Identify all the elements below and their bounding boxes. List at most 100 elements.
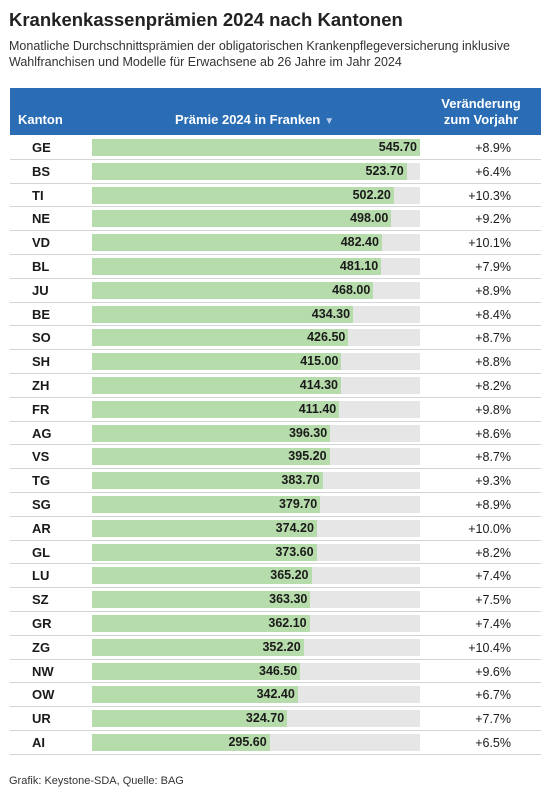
- bar-track: 383.70: [92, 472, 420, 490]
- bar-value-label: 396.30: [288, 425, 328, 440]
- bar-value-label: 374.20: [275, 520, 314, 535]
- header-praemie[interactable]: Prämie 2024 in Franken ▼: [175, 112, 334, 130]
- bar-track: 411.40: [92, 400, 420, 418]
- bar-value-label: 415.00: [300, 354, 339, 369]
- kanton-label: AG: [32, 425, 52, 441]
- bar-value-label: 481.10: [339, 258, 379, 273]
- change-value: +9.6%: [475, 664, 511, 679]
- bar: 374.20: [92, 519, 317, 537]
- bar: 414.30: [92, 376, 342, 394]
- kanton-label: AI: [32, 734, 45, 750]
- bar-value-label: 468.00: [332, 282, 371, 297]
- change-value: +8.6%: [475, 426, 511, 441]
- bar-value-label: 295.60: [228, 734, 267, 749]
- change-value: +8.7%: [475, 450, 511, 465]
- bar: 415.00: [92, 353, 342, 371]
- change-value: +7.4%: [475, 616, 511, 631]
- kanton-label: ZH: [32, 377, 50, 393]
- bar-value-label: 373.60: [275, 544, 314, 559]
- bar-value-label: 502.20: [352, 187, 391, 202]
- table-row: SH 415.00 +8.8%: [10, 350, 541, 374]
- table-row: UR 324.70 +7.7%: [10, 707, 541, 731]
- table-row: BE 434.30 +8.4%: [10, 303, 541, 327]
- table-row: GR 362.10 +7.4%: [10, 612, 541, 636]
- bar: 502.20: [92, 186, 394, 204]
- kanton-label: NW: [32, 663, 54, 679]
- chart-title: Krankenkassenprämien 2024 nach Kantonen: [9, 9, 403, 30]
- bar: 352.20: [92, 638, 304, 656]
- bar: 411.40: [92, 400, 340, 418]
- kanton-label: AR: [32, 520, 51, 536]
- bar-value-label: 411.40: [298, 401, 337, 416]
- kanton-label: LU: [32, 568, 50, 584]
- change-value: +8.9%: [475, 141, 511, 155]
- table-row: OW 342.40 +6.7%: [10, 683, 541, 708]
- bar: 373.60: [92, 543, 317, 561]
- kanton-label: BS: [32, 163, 51, 179]
- bar-track: 346.50: [92, 662, 420, 680]
- change-value: +7.9%: [475, 259, 511, 274]
- bar-value-label: 426.50: [307, 330, 346, 345]
- header-change-line1: Veränderung: [441, 96, 521, 111]
- kanton-label: BL: [32, 258, 50, 274]
- bar-value-label: 523.70: [365, 163, 404, 178]
- table-row: LU 365.20 +7.4%: [10, 564, 541, 589]
- change-value: +10.1%: [468, 236, 511, 251]
- bar-track: 481.10: [92, 257, 420, 275]
- bar: 523.70: [92, 162, 407, 180]
- change-value: +9.3%: [475, 474, 511, 489]
- bar-track: 342.40: [92, 686, 420, 704]
- bar-value-label: 414.30: [299, 377, 339, 392]
- sort-down-icon[interactable]: ▼: [324, 116, 335, 127]
- table-row: BL 481.10 +7.9%: [10, 255, 541, 279]
- bar-track: 396.30: [92, 424, 420, 442]
- header-kanton[interactable]: Kanton: [18, 112, 63, 127]
- kanton-label: GL: [32, 544, 51, 560]
- table-row: NW 346.50 +9.6%: [10, 660, 541, 684]
- bar-value-label: 498.00: [350, 211, 389, 226]
- bar-track: 545.70: [92, 139, 420, 156]
- change-value: +8.7%: [475, 331, 511, 346]
- source-note: Grafik: Keystone-SDA, Quelle: BAG: [9, 775, 184, 787]
- bar: 481.10: [92, 257, 382, 275]
- bar: 363.30: [92, 591, 311, 609]
- kanton-label: SH: [32, 354, 51, 370]
- table-row: JU 468.00 +8.9%: [10, 279, 541, 303]
- table-row: FR 411.40 +9.8%: [10, 398, 541, 422]
- bar-track: 426.50: [92, 329, 420, 347]
- bar-track: 502.20: [92, 186, 420, 204]
- change-value: +6.4%: [475, 164, 511, 179]
- change-value: +9.8%: [475, 402, 511, 417]
- bar-value-label: 482.40: [340, 235, 379, 250]
- table-body: GE 545.70 +8.9% BS 523.70 +6.4% TI 502.20 +10.3%…: [10, 136, 541, 755]
- chart-subtitle: Monatliche Durchschnittsprämien der obli…: [9, 39, 510, 69]
- kanton-label: SG: [32, 496, 51, 512]
- bar-track: 434.30: [92, 305, 420, 323]
- bar: 365.20: [92, 567, 312, 585]
- bar-track: 374.20: [92, 519, 420, 537]
- kanton-label: VD: [32, 235, 51, 251]
- bar-track: 414.30: [92, 376, 420, 394]
- bar: 362.10: [92, 614, 310, 632]
- bar-track: 365.20: [92, 567, 420, 585]
- table-row: GL 373.60 +8.2%: [10, 541, 541, 565]
- bar-track: 362.10: [92, 614, 420, 632]
- bar-value-label: 352.20: [262, 639, 301, 654]
- bar: 346.50: [92, 662, 301, 680]
- bar-value-label: 395.20: [288, 449, 327, 464]
- bar-track: 324.70: [92, 710, 420, 728]
- change-value: +10.3%: [468, 188, 511, 203]
- bar: 426.50: [92, 329, 349, 347]
- change-value: +9.2%: [475, 212, 511, 227]
- bar-value-label: 365.20: [270, 568, 309, 583]
- kanton-label: GE: [32, 140, 51, 155]
- bar-value-label: 383.70: [281, 473, 320, 488]
- header-change[interactable]: Veränderung zum Vorjahr: [431, 96, 531, 128]
- table-row: AI 295.60 +6.5%: [10, 731, 541, 755]
- bar: 295.60: [92, 733, 270, 751]
- kanton-label: UR: [32, 711, 51, 727]
- bar-track: 468.00: [92, 281, 420, 299]
- change-value: +8.4%: [475, 307, 511, 322]
- bar: 324.70: [92, 710, 288, 728]
- table-row: SZ 363.30 +7.5%: [10, 588, 541, 612]
